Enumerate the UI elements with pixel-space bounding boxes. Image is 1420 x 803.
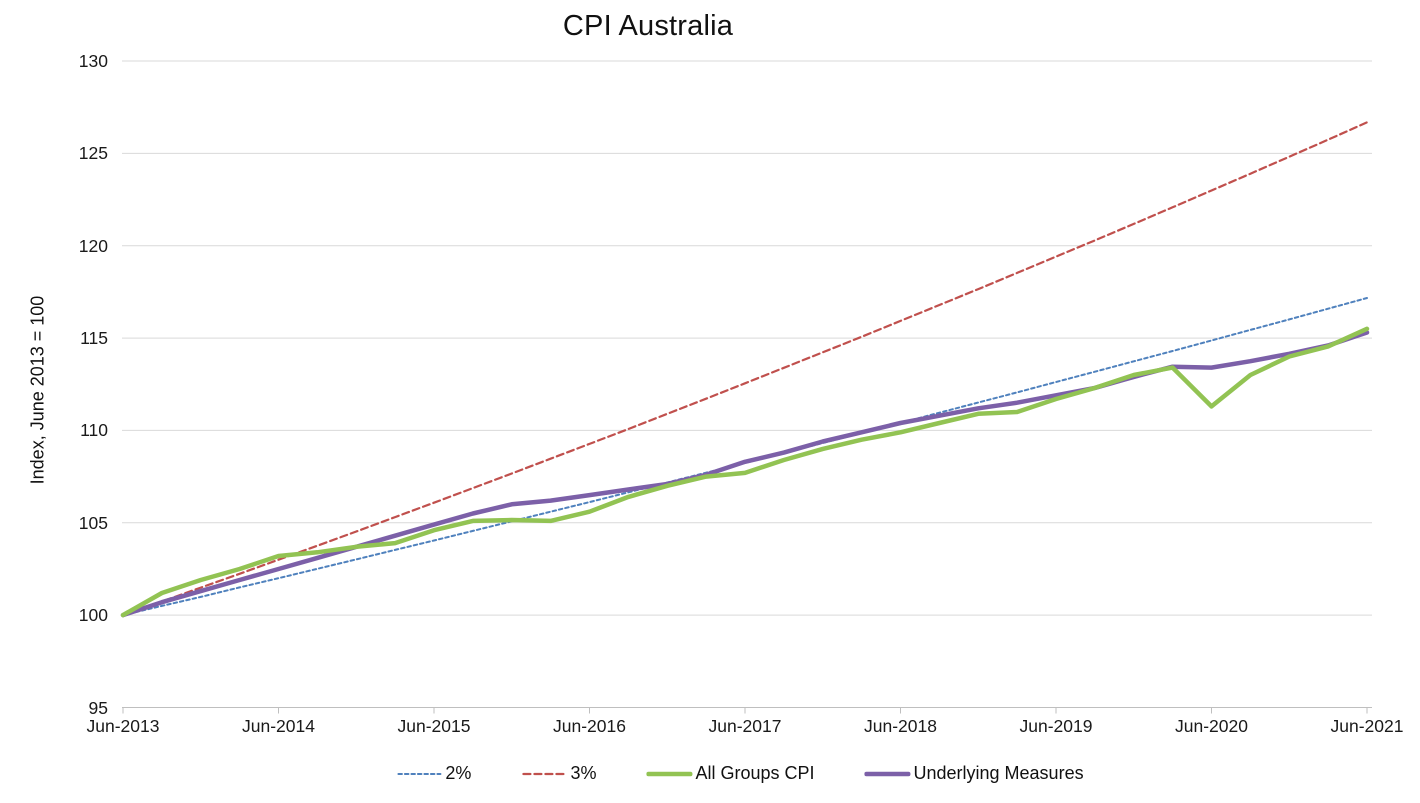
legend-label: 3% [570, 763, 597, 783]
x-tick-label: Jun-2016 [553, 716, 626, 736]
y-tick-label: 105 [78, 512, 108, 533]
x-tick-label: Jun-2017 [708, 716, 782, 736]
x-tick-label: Jun-2018 [864, 716, 937, 736]
legend-item-3-: 3% [521, 763, 596, 784]
y-tick-label: 115 [80, 328, 108, 349]
legend-swatch-icon [522, 772, 567, 775]
x-tick-label: Jun-2015 [397, 716, 471, 736]
y-tick-label: 125 [78, 143, 108, 164]
legend-swatch-icon [646, 771, 693, 776]
x-tick-label: Jun-2019 [1019, 716, 1093, 736]
x-tick-label: Jun-2013 [86, 716, 160, 736]
legend-item-2-: 2% [396, 763, 471, 784]
x-tick-label: Jun-2020 [1175, 716, 1248, 736]
legend-label: Underlying Measures [913, 763, 1084, 783]
series-all-groups-cpi-line [120, 326, 1370, 618]
legend-swatch-icon [397, 772, 442, 775]
y-tick-label: 130 [78, 51, 108, 71]
legend-label: All Groups CPI [695, 763, 815, 783]
series-3--line [121, 121, 1369, 617]
y-tick-label: 95 [88, 697, 108, 718]
y-tick-label: 120 [78, 235, 108, 256]
legend-item-all-groups-cpi: All Groups CPI [646, 763, 815, 784]
legend-label: 2% [445, 763, 472, 783]
x-tick-label: Jun-2021 [1330, 716, 1404, 736]
chart-title: CPI Australia [562, 10, 734, 42]
legend-swatch-icon [864, 771, 911, 776]
legend: 2% 3% All Groups CPI Underlying Measures [396, 763, 1084, 784]
y-tick-label: 100 [78, 605, 108, 626]
legend-item-underlying-measures: Underlying Measures [864, 763, 1084, 784]
y-tick-label: 110 [80, 420, 108, 441]
x-tick-label: Jun-2014 [242, 716, 315, 736]
series-2--line [122, 297, 1368, 617]
